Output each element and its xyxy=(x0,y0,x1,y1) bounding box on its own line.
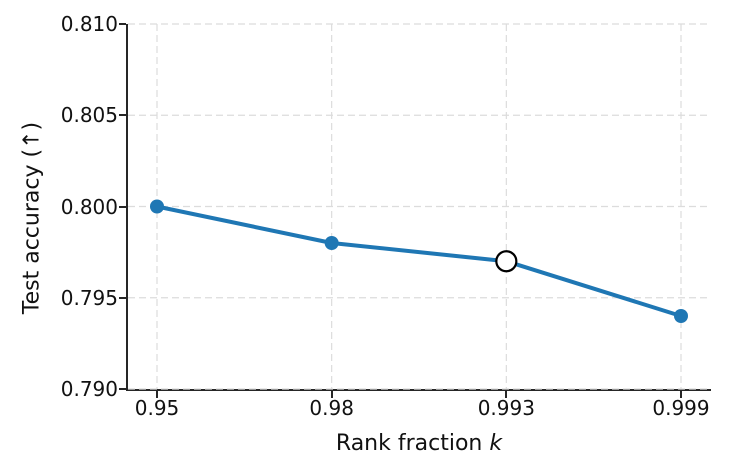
x-tick-mark xyxy=(156,391,158,398)
y-tick-mark xyxy=(119,205,126,208)
x-axis-title: Rank fraction k xyxy=(128,431,710,456)
x-tick-mark xyxy=(330,391,333,398)
series-line xyxy=(155,204,683,318)
x-tick-mark xyxy=(505,391,508,398)
x-tick-mark xyxy=(680,391,682,398)
y-tick-label: 0.810 xyxy=(60,12,118,36)
y-axis-spine xyxy=(126,24,128,391)
data-point-marker xyxy=(150,199,164,214)
y-tick-label: 0.805 xyxy=(60,103,118,128)
x-axis-title-text: Rank fraction xyxy=(335,431,490,456)
y-tick-mark xyxy=(119,296,126,299)
plot-area xyxy=(128,23,710,390)
x-tick-label: 0.993 xyxy=(477,396,535,420)
x-tick-label: 0.999 xyxy=(652,396,710,420)
y-tick-mark xyxy=(119,114,126,117)
x-tick-label: 0.98 xyxy=(309,396,354,420)
data-point-marker xyxy=(674,309,688,323)
y-tick-mark xyxy=(119,388,126,390)
y-tick-mark xyxy=(119,23,126,25)
highlighted-data-point-marker xyxy=(495,250,518,273)
y-tick-label: 0.795 xyxy=(60,285,118,310)
x-axis-spine xyxy=(126,389,711,391)
x-axis-title-variable: k xyxy=(489,431,503,456)
y-tick-label: 0.800 xyxy=(60,194,118,219)
line-chart xyxy=(128,23,710,390)
data-point-marker xyxy=(324,236,339,250)
y-tick-label: 0.790 xyxy=(60,377,118,401)
x-tick-label: 0.95 xyxy=(134,396,180,420)
